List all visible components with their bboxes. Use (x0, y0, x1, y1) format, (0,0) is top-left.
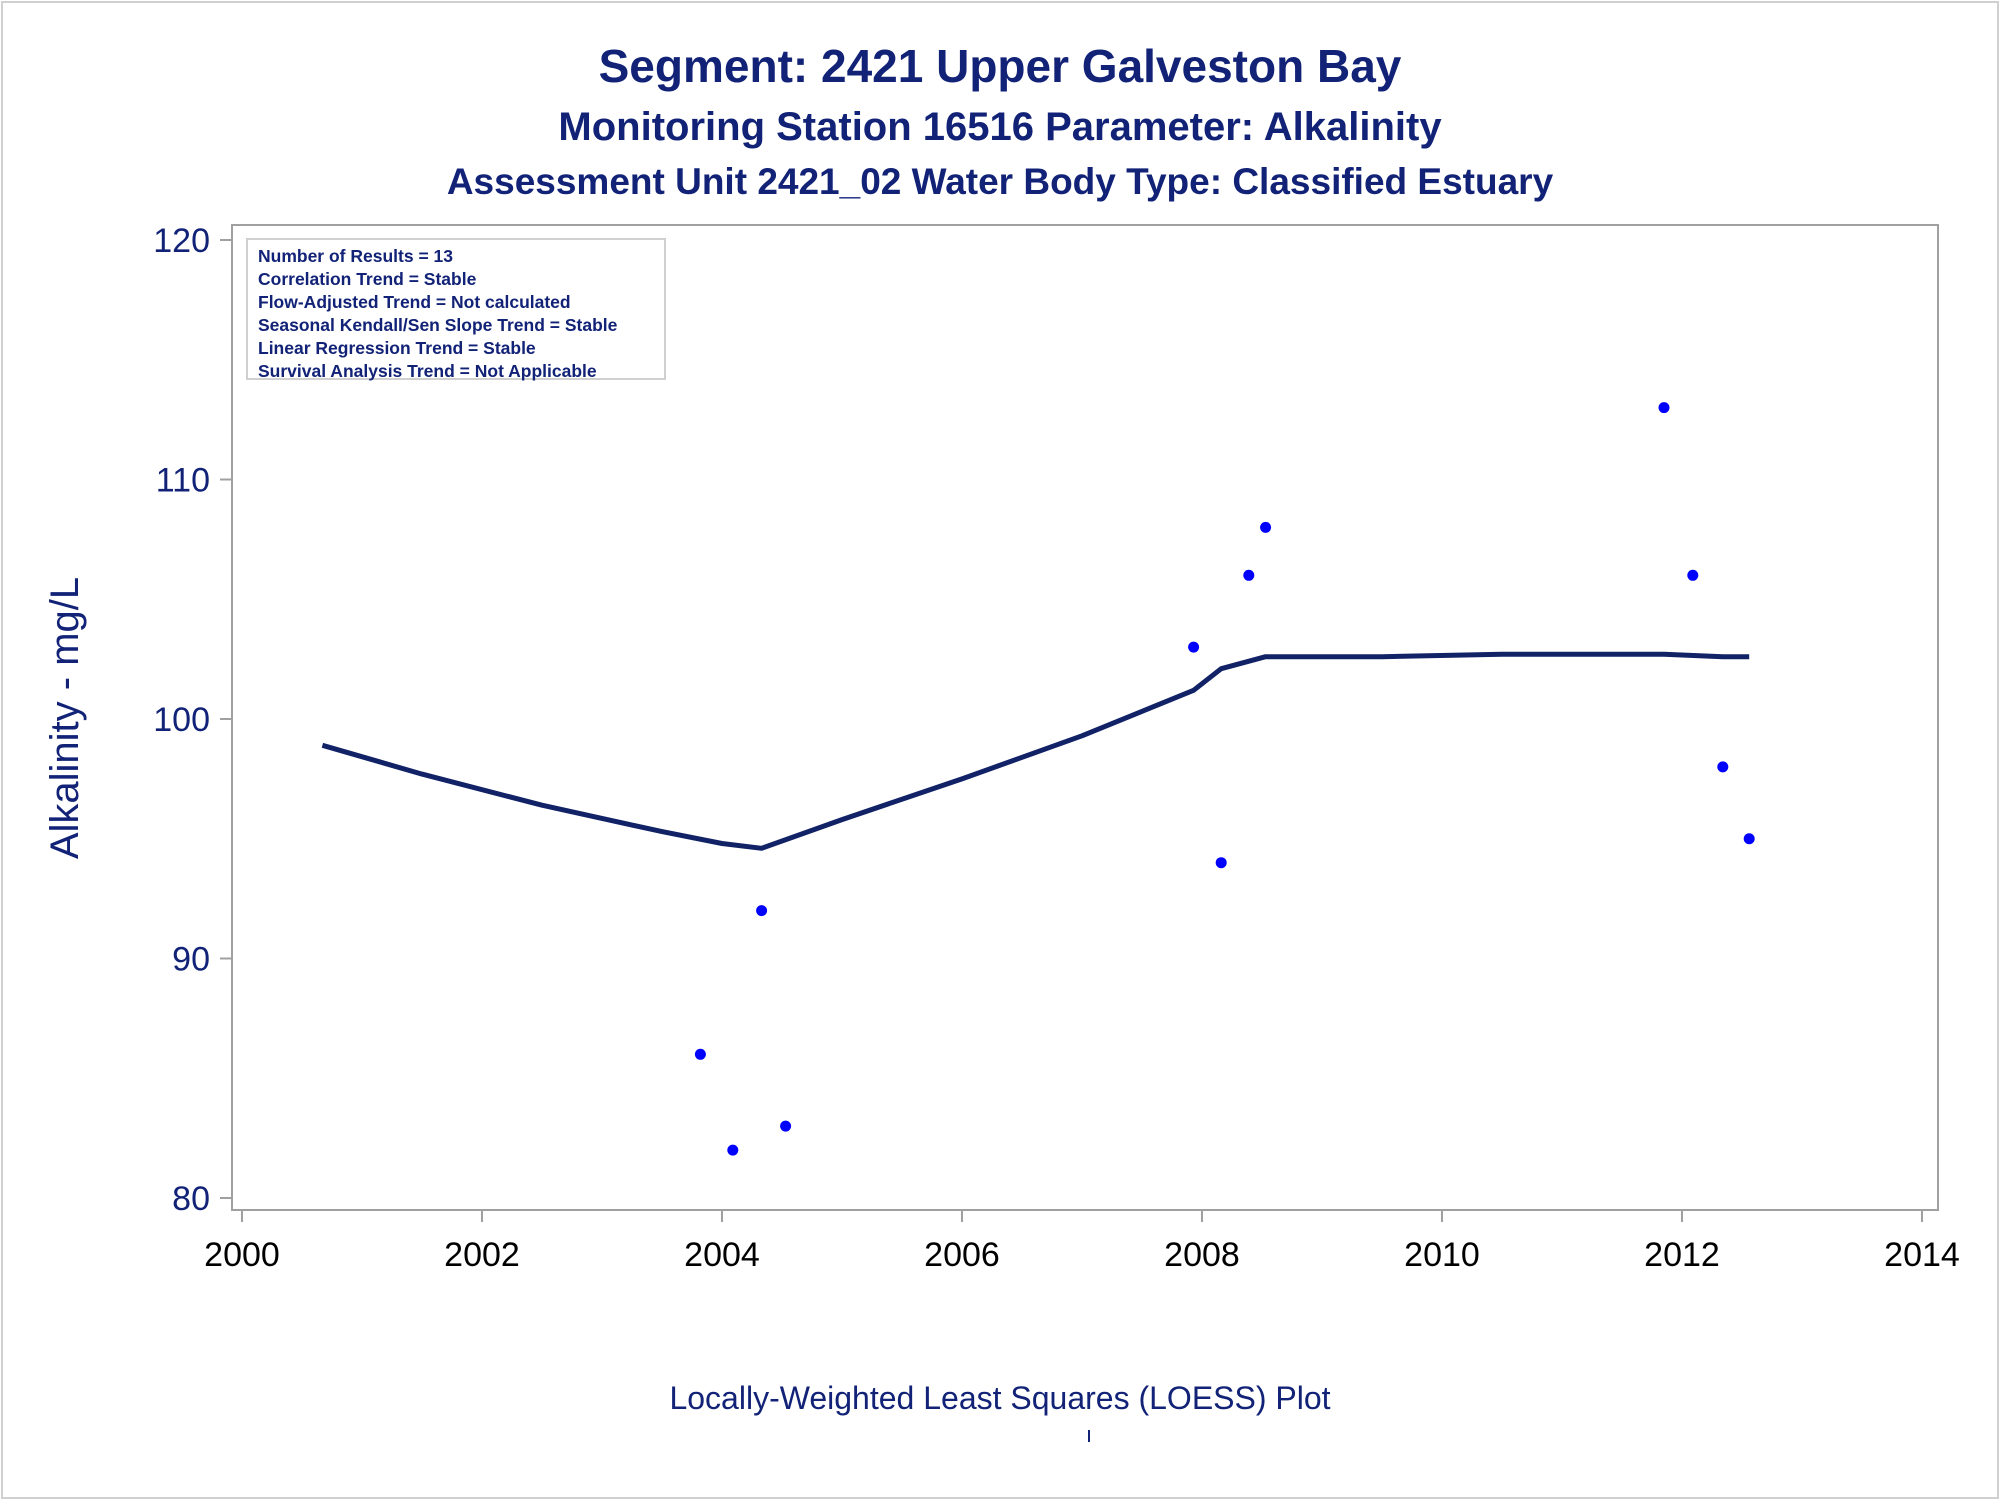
data-point (1188, 641, 1200, 653)
x-tick-label: 2006 (924, 1236, 1000, 1274)
stat-correlation-trend: Correlation Trend = Stable (258, 269, 477, 289)
chart-titles: Segment: 2421 Upper Galveston Bay Monito… (0, 34, 2000, 208)
stat-number-of-results: Number of Results = 13 (258, 246, 453, 266)
footnote-mark (1088, 1430, 1090, 1442)
data-point (780, 1120, 792, 1132)
y-tick-label: 110 (156, 462, 210, 500)
data-point (727, 1144, 739, 1156)
data-point (1743, 833, 1755, 845)
chart-subtitle: Monitoring Station 16516 Parameter: Alka… (558, 105, 1442, 149)
chart-subtitle-2: Assessment Unit 2421_02 Water Body Type:… (446, 161, 1554, 202)
stat-flow-adjusted-trend: Flow-Adjusted Trend = Not calculated (258, 292, 571, 312)
x-tick-label: 2012 (1644, 1236, 1720, 1274)
stat-survival-analysis-trend: Survival Analysis Trend = Not Applicable (258, 361, 597, 381)
x-tick-label: 2002 (444, 1236, 520, 1274)
data-point (694, 1048, 706, 1060)
y-tick-label: 80 (172, 1180, 210, 1218)
data-points-layer (316, 282, 1755, 1156)
data-point (1658, 402, 1670, 414)
y-tick-label: 90 (172, 941, 210, 979)
data-point (1717, 761, 1729, 773)
x-tick-label: 2014 (1884, 1236, 1960, 1274)
x-tick-label: 2010 (1404, 1236, 1480, 1274)
trend-stats-box: Number of Results = 13 Correlation Trend… (246, 238, 666, 381)
loess-line-layer (321, 651, 1750, 851)
x-tick-label: 2004 (684, 1236, 760, 1274)
chart-footnote: Locally-Weighted Least Squares (LOESS) P… (669, 1380, 1331, 1416)
y-tick-label: 120 (153, 222, 210, 260)
data-point (1687, 569, 1699, 581)
x-tick-label: 2008 (1164, 1236, 1240, 1274)
y-axis-label: Alkalinity - mg/L (43, 577, 87, 859)
chart-title: Segment: 2421 Upper Galveston Bay (598, 40, 1402, 92)
plot-area (231, 224, 1939, 1211)
data-point (756, 905, 768, 917)
stat-linear-regression-trend: Linear Regression Trend = Stable (258, 338, 536, 358)
data-point (1215, 857, 1227, 869)
y-tick-label: 100 (153, 701, 210, 739)
x-tick-label: 2000 (204, 1236, 280, 1274)
data-point (1260, 521, 1272, 533)
x-axis: 2000 2002 2004 2006 2008 2010 2012 2014 (204, 1210, 1960, 1274)
y-axis: 80 90 100 110 120 (153, 222, 232, 1218)
stat-seasonal-kendall-trend: Seasonal Kendall/Sen Slope Trend = Stabl… (258, 315, 618, 335)
loess-line (321, 651, 1750, 851)
data-point (1243, 569, 1255, 581)
